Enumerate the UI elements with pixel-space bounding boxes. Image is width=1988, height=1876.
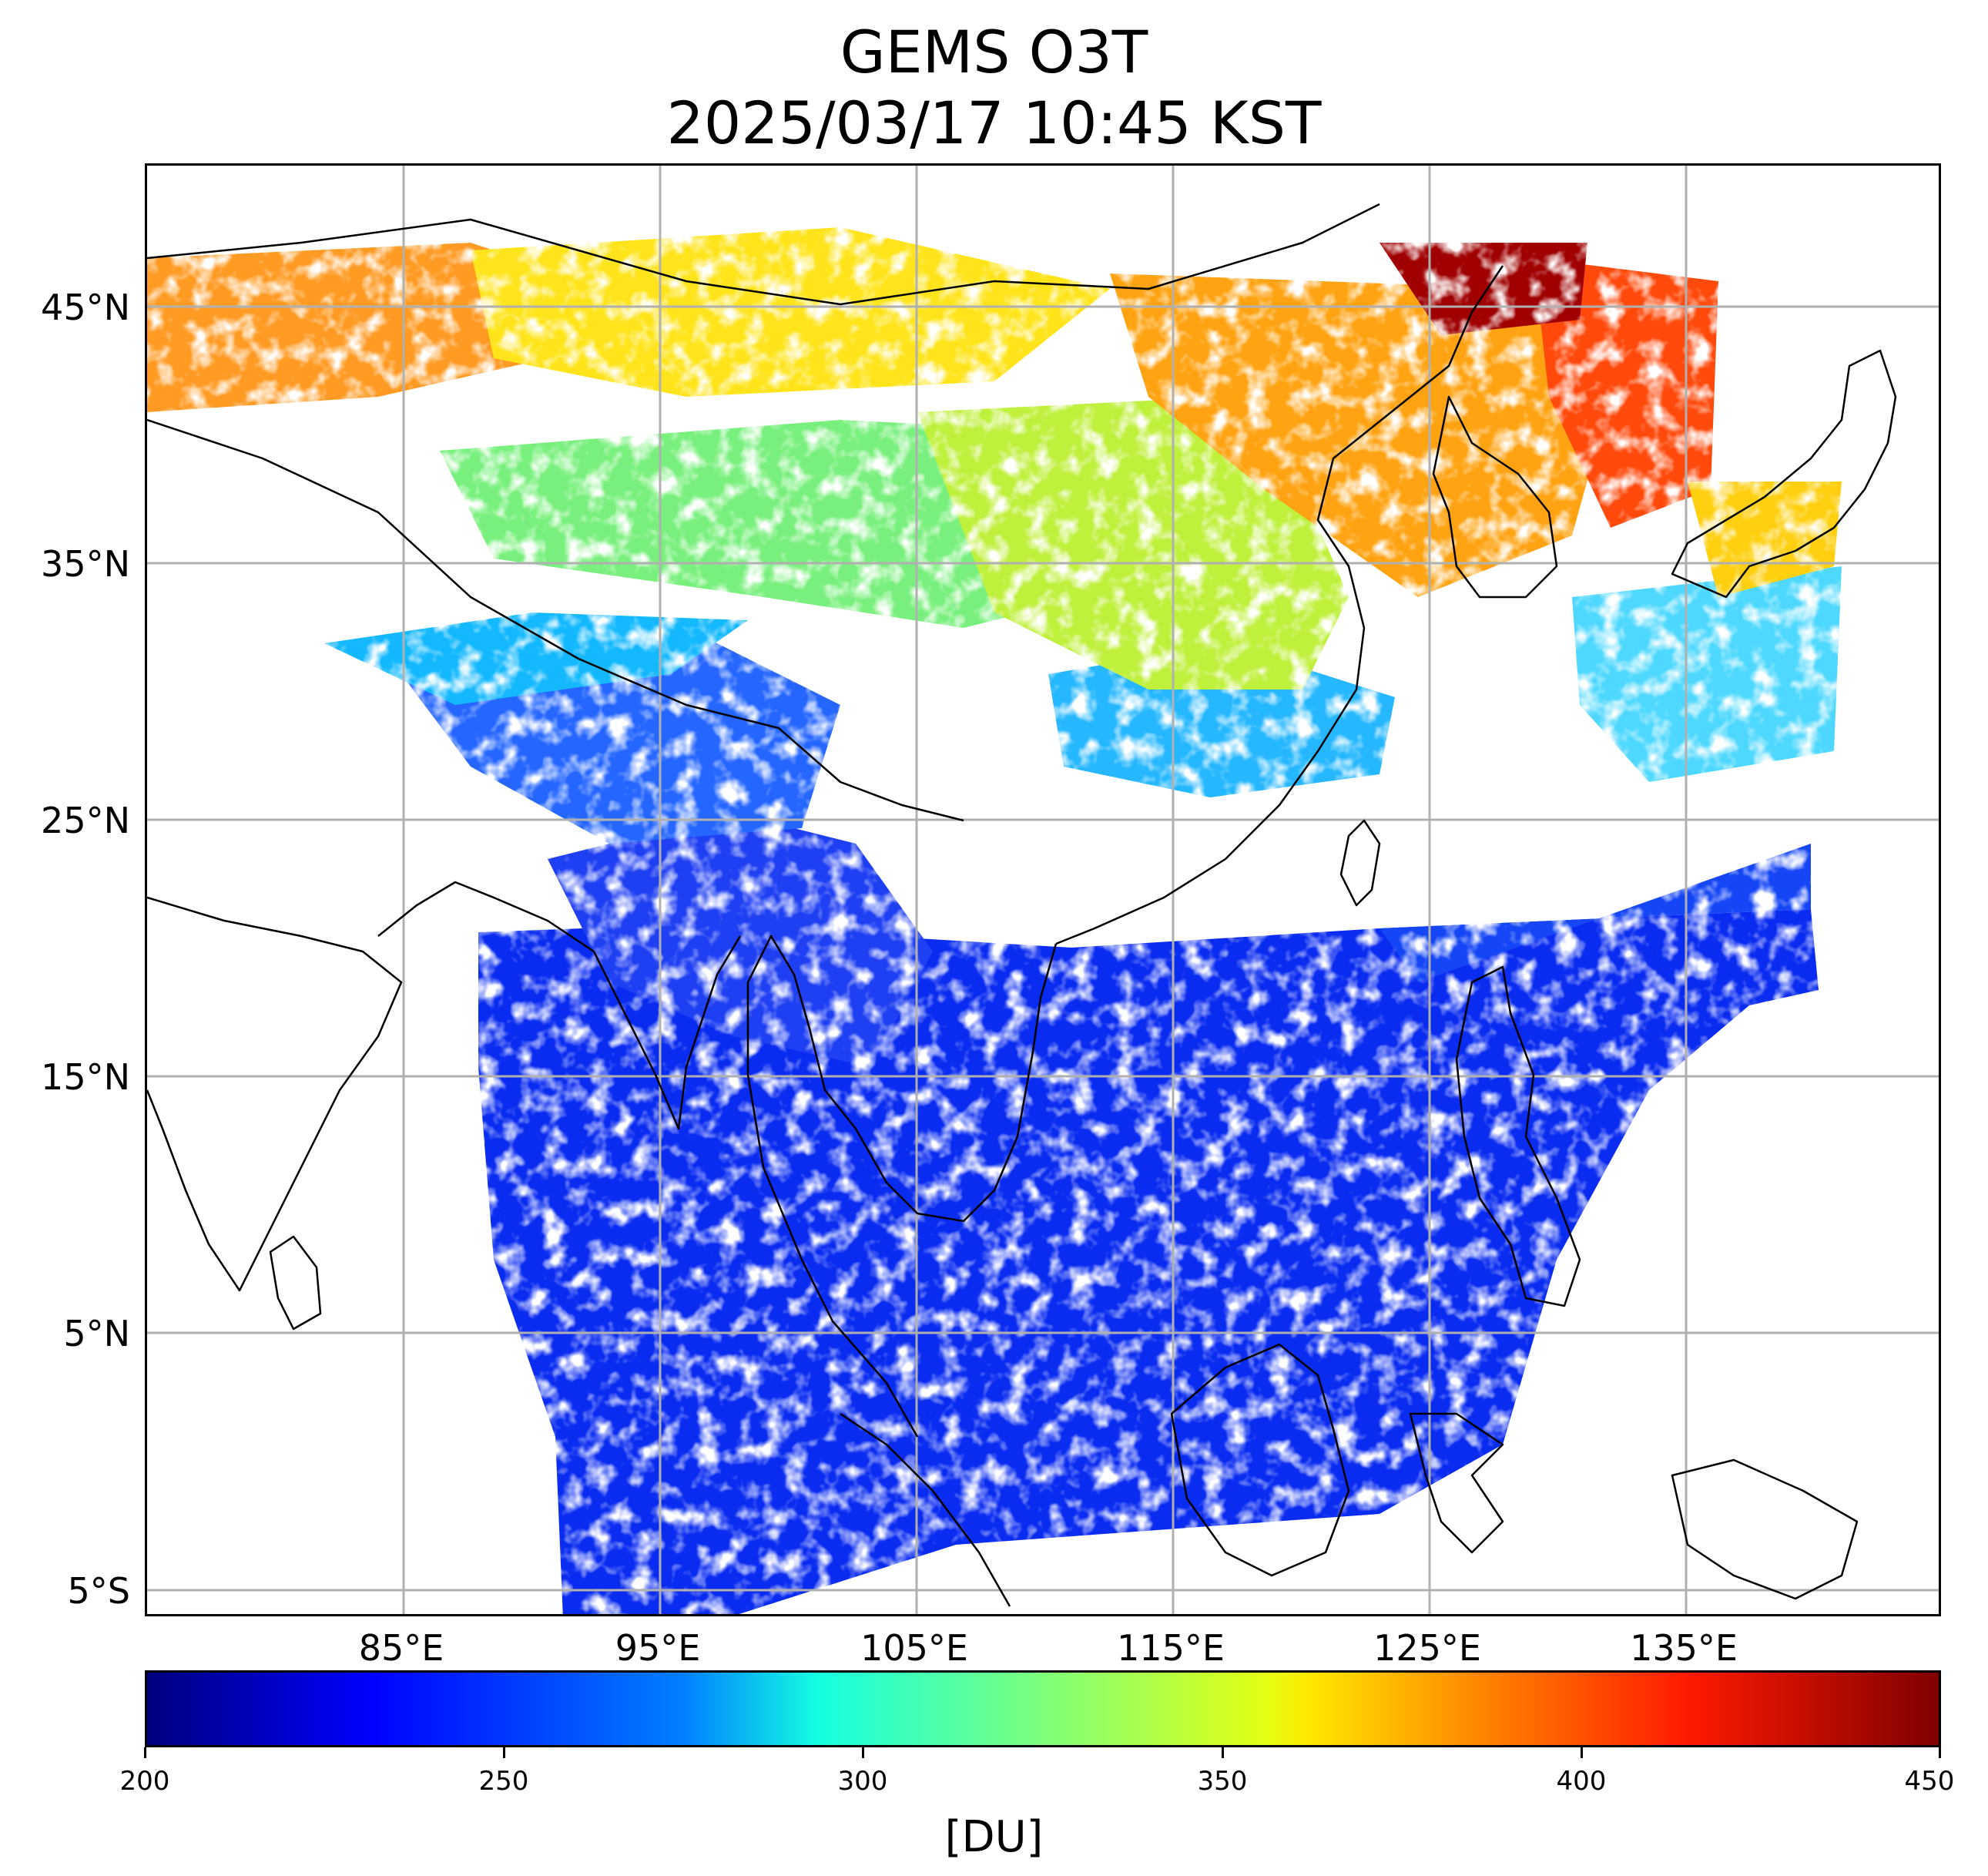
colorbar-tick bbox=[862, 1747, 864, 1758]
coast-japan bbox=[1671, 349, 1897, 599]
lon-label-135e: 135°E bbox=[1630, 1627, 1738, 1669]
colorbar-tick bbox=[144, 1747, 146, 1758]
coast-taiwan bbox=[1339, 819, 1381, 907]
lat-label-35n: 35°N bbox=[41, 543, 130, 585]
coast-india bbox=[147, 896, 403, 1292]
coast-myanmar-bay bbox=[377, 881, 742, 1130]
colorbar bbox=[145, 1670, 1941, 1747]
title-product: GEMS O3T bbox=[840, 18, 1148, 86]
colorbar-tick bbox=[503, 1747, 505, 1758]
lat-label-5n: 5°N bbox=[63, 1313, 130, 1354]
lat-label-15n: 15°N bbox=[41, 1056, 130, 1098]
colorbar-label-250: 250 bbox=[478, 1766, 529, 1797]
lon-label-85e: 85°E bbox=[358, 1627, 444, 1669]
lon-label-105e: 105°E bbox=[860, 1627, 968, 1669]
colorbar-unit-label: [DU] bbox=[944, 1812, 1044, 1862]
cloud-mask bbox=[147, 166, 1939, 1614]
ozone-field bbox=[147, 166, 1939, 1614]
coast-korea bbox=[1432, 395, 1558, 599]
colorbar-tick bbox=[1222, 1747, 1224, 1758]
colorbar-label-350: 350 bbox=[1197, 1766, 1248, 1797]
lat-label-45n: 45°N bbox=[41, 287, 130, 328]
lon-label-125e: 125°E bbox=[1373, 1627, 1481, 1669]
lat-label-5s: 5°S bbox=[67, 1570, 130, 1612]
coast-philippines bbox=[1455, 965, 1581, 1307]
colorbar-tick bbox=[1939, 1747, 1941, 1758]
colorbar-label-200: 200 bbox=[119, 1766, 170, 1797]
coast-srilanka bbox=[269, 1235, 322, 1331]
coast-indochina bbox=[746, 935, 1058, 1438]
coast-newguinea bbox=[1671, 1458, 1859, 1600]
map-panel bbox=[145, 163, 1941, 1616]
coast-china-east bbox=[1055, 265, 1504, 945]
colorbar-label-300: 300 bbox=[837, 1766, 888, 1797]
coast-borneo bbox=[1170, 1343, 1350, 1577]
lon-label-115e: 115°E bbox=[1117, 1627, 1225, 1669]
colorbar-label-400: 400 bbox=[1556, 1766, 1607, 1797]
border-china-west bbox=[147, 418, 964, 822]
lat-label-25n: 25°N bbox=[41, 800, 130, 841]
coast-sulawesi bbox=[1409, 1412, 1504, 1554]
coast-sumatra bbox=[840, 1412, 1011, 1607]
colorbar-tick bbox=[1581, 1747, 1583, 1758]
figure-title: GEMS O3T 2025/03/17 10:45 KST bbox=[0, 17, 1988, 159]
ozone-map bbox=[147, 166, 1939, 1614]
graticule bbox=[147, 166, 1939, 1614]
lon-label-95e: 95°E bbox=[615, 1627, 701, 1669]
border-mongolia bbox=[147, 203, 1380, 306]
title-datetime: 2025/03/17 10:45 KST bbox=[666, 89, 1322, 157]
coastlines bbox=[147, 203, 1897, 1607]
colorbar-label-450: 450 bbox=[1904, 1766, 1955, 1797]
